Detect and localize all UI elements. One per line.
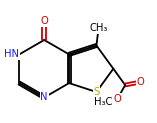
Text: H₃C: H₃C: [94, 97, 112, 107]
Text: S: S: [93, 87, 100, 97]
Text: O: O: [114, 94, 121, 104]
Text: O: O: [40, 16, 48, 26]
Text: O: O: [137, 77, 145, 87]
Text: HN: HN: [4, 49, 19, 59]
Text: CH₃: CH₃: [89, 23, 108, 33]
Text: N: N: [41, 92, 48, 102]
